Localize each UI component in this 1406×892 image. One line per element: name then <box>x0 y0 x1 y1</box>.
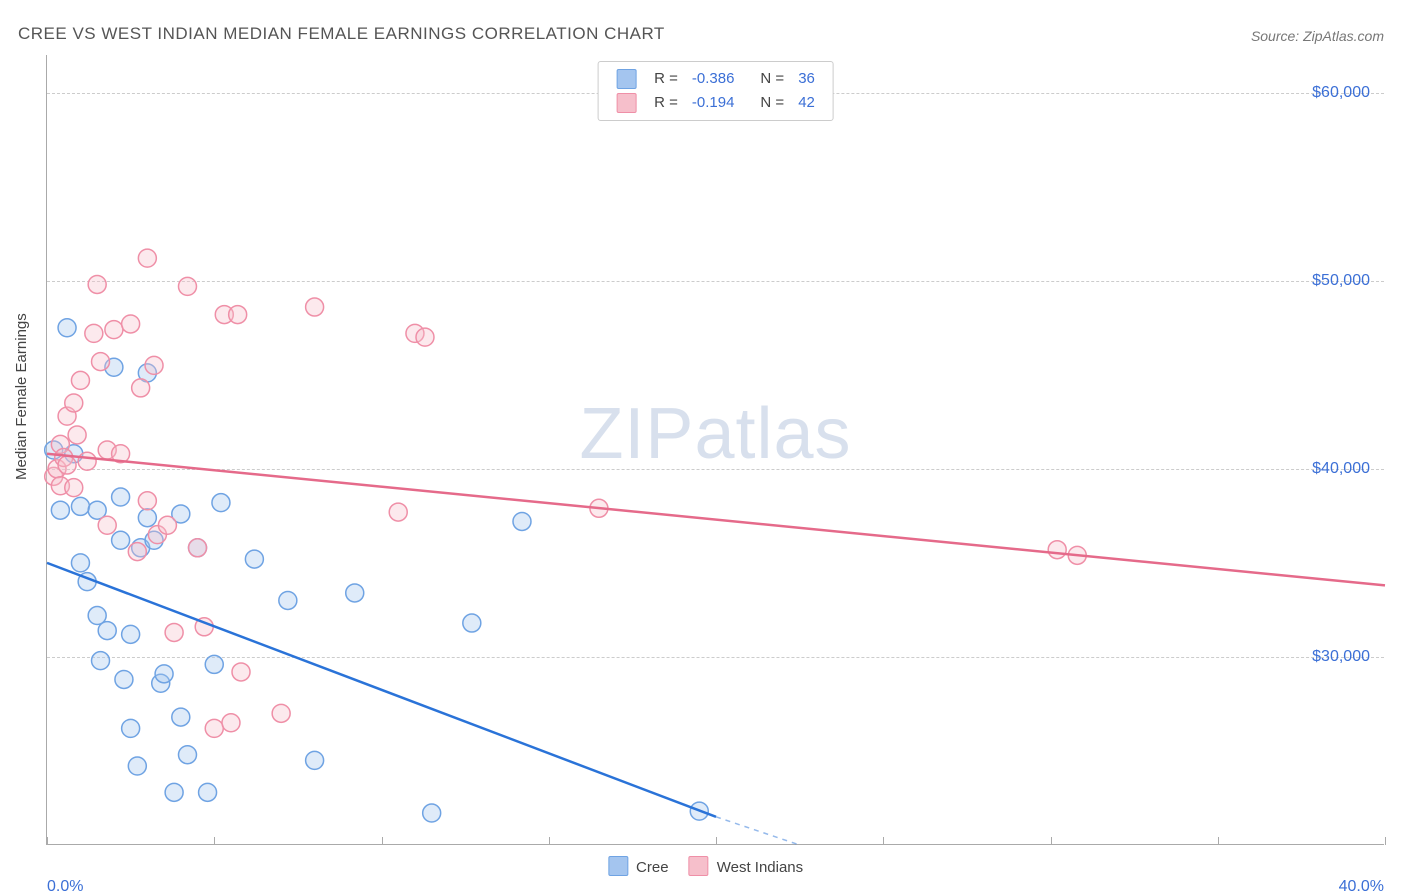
x-tick <box>1385 837 1386 845</box>
scatter-point-cree <box>71 497 89 515</box>
scatter-point-west_indians <box>145 356 163 374</box>
scatter-point-cree <box>112 488 130 506</box>
legend-swatch-icon <box>608 856 628 876</box>
scatter-point-west_indians <box>306 298 324 316</box>
scatter-point-west_indians <box>1048 541 1066 559</box>
source-attribution: Source: ZipAtlas.com <box>1251 28 1384 44</box>
regression-ext-cree <box>716 817 800 845</box>
legend-row-cree: R =-0.386N =36 <box>610 68 821 90</box>
scatter-point-cree <box>122 625 140 643</box>
scatter-point-west_indians <box>416 328 434 346</box>
scatter-point-cree <box>279 591 297 609</box>
scatter-point-west_indians <box>178 277 196 295</box>
chart-title: CREE VS WEST INDIAN MEDIAN FEMALE EARNIN… <box>18 24 665 44</box>
scatter-point-west_indians <box>68 426 86 444</box>
scatter-point-west_indians <box>189 539 207 557</box>
scatter-point-west_indians <box>65 394 83 412</box>
legend-item-west_indians: West Indians <box>689 859 804 876</box>
scatter-point-west_indians <box>158 516 176 534</box>
r-value: -0.386 <box>686 68 741 90</box>
scatter-point-west_indians <box>98 516 116 534</box>
scatter-point-west_indians <box>85 324 103 342</box>
scatter-point-cree <box>112 531 130 549</box>
legend-label: West Indians <box>717 859 803 876</box>
scatter-point-west_indians <box>128 543 146 561</box>
r-label: R = <box>648 68 684 90</box>
legend-item-cree: Cree <box>608 859 669 876</box>
n-label: N = <box>742 68 790 90</box>
scatter-point-cree <box>138 509 156 527</box>
scatter-point-west_indians <box>389 503 407 521</box>
legend-swatch-icon <box>689 856 709 876</box>
legend-correlation: R =-0.386N =36R =-0.194N =42 <box>597 61 834 121</box>
r-value: -0.194 <box>686 92 741 114</box>
scatter-point-west_indians <box>272 704 290 722</box>
scatter-point-west_indians <box>222 714 240 732</box>
scatter-point-west_indians <box>229 306 247 324</box>
scatter-point-cree <box>245 550 263 568</box>
n-value: 42 <box>792 92 821 114</box>
scatter-point-cree <box>212 494 230 512</box>
scatter-point-cree <box>463 614 481 632</box>
scatter-point-cree <box>128 757 146 775</box>
scatter-point-west_indians <box>138 492 156 510</box>
scatter-point-west_indians <box>71 371 89 389</box>
scatter-point-west_indians <box>205 719 223 737</box>
scatter-point-cree <box>58 319 76 337</box>
scatter-point-west_indians <box>165 623 183 641</box>
x-tick-label: 40.0% <box>1339 878 1384 892</box>
scatter-point-cree <box>205 655 223 673</box>
scatter-point-cree <box>178 746 196 764</box>
scatter-point-cree <box>165 783 183 801</box>
n-value: 36 <box>792 68 821 90</box>
legend-series: Cree West Indians <box>608 856 823 876</box>
r-label: R = <box>648 92 684 114</box>
plot-area: ZIPatlas $30,000$40,000$50,000$60,000 0.… <box>46 55 1384 845</box>
scatter-point-cree <box>92 652 110 670</box>
scatter-svg <box>47 55 1384 844</box>
scatter-point-cree <box>98 622 116 640</box>
legend-swatch-icon <box>616 93 636 113</box>
scatter-point-cree <box>513 512 531 530</box>
legend-row-west_indians: R =-0.194N =42 <box>610 92 821 114</box>
scatter-point-west_indians <box>78 452 96 470</box>
scatter-point-west_indians <box>58 456 76 474</box>
scatter-point-west_indians <box>138 249 156 267</box>
scatter-point-cree <box>115 670 133 688</box>
scatter-point-cree <box>122 719 140 737</box>
scatter-point-west_indians <box>105 321 123 339</box>
n-label: N = <box>742 92 790 114</box>
x-tick-label: 0.0% <box>47 878 83 892</box>
scatter-point-west_indians <box>132 379 150 397</box>
scatter-point-cree <box>51 501 69 519</box>
legend-label: Cree <box>636 859 669 876</box>
scatter-point-cree <box>423 804 441 822</box>
scatter-point-west_indians <box>65 479 83 497</box>
scatter-point-cree <box>155 665 173 683</box>
scatter-point-west_indians <box>92 353 110 371</box>
scatter-point-west_indians <box>232 663 250 681</box>
scatter-point-cree <box>199 783 217 801</box>
scatter-point-west_indians <box>88 275 106 293</box>
scatter-point-cree <box>346 584 364 602</box>
scatter-point-cree <box>172 708 190 726</box>
y-axis-label: Median Female Earnings <box>13 313 30 480</box>
legend-swatch-icon <box>616 69 636 89</box>
regression-line-cree <box>47 563 716 817</box>
scatter-point-cree <box>71 554 89 572</box>
scatter-point-cree <box>306 751 324 769</box>
scatter-point-west_indians <box>122 315 140 333</box>
